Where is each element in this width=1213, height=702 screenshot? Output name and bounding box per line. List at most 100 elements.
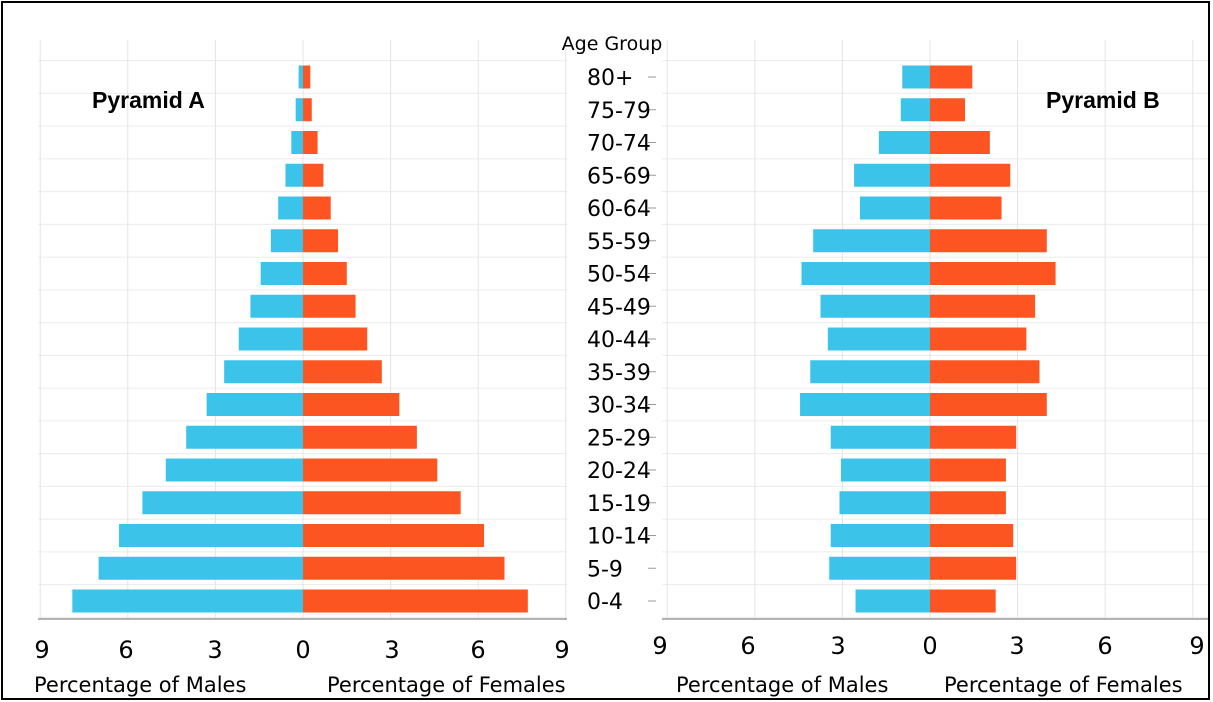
x-tick-label-a-6: 9	[554, 636, 569, 664]
x-tick-label-a-1: 6	[118, 636, 133, 664]
bar-b-male-55-59	[813, 229, 930, 253]
bar-b-female-75-79	[930, 98, 966, 122]
x-tick-label-a-0: 9	[34, 636, 49, 664]
x-tick-label-b-6: 9	[1189, 632, 1204, 660]
bar-a-male-70-74	[291, 131, 303, 154]
age-label-40-44: 40-44	[587, 328, 651, 353]
bar-b-female-35-39	[930, 360, 1040, 384]
x-tick-label-a-4: 3	[384, 636, 399, 664]
bar-a-male-0-4	[72, 589, 303, 613]
bar-b-female-40-44	[930, 327, 1027, 351]
pyramid-a-title: Pyramid A	[92, 87, 205, 113]
bar-a-male-65-69	[285, 163, 303, 187]
bar-a-female-20-24	[303, 458, 438, 482]
bar-b-female-0-4	[930, 589, 996, 613]
bar-b-female-55-59	[930, 229, 1047, 253]
bar-b-male-45-49	[820, 294, 930, 318]
x-tick-label-a-5: 6	[470, 636, 485, 664]
bar-b-male-35-39	[810, 360, 930, 384]
age-label-10-14: 10-14	[587, 525, 651, 550]
bar-a-male-75-79	[295, 98, 303, 122]
age-label-65-69: 65-69	[587, 164, 651, 189]
bar-a-female-75-79	[303, 98, 312, 122]
bars-layer	[72, 65, 1056, 613]
bar-a-female-80+	[303, 65, 311, 89]
bar-a-female-15-19	[303, 491, 461, 515]
bar-b-female-80+	[930, 65, 973, 89]
pyramid-b-title: Pyramid B	[1046, 87, 1160, 113]
bar-b-female-50-54	[930, 262, 1056, 285]
x-tick-label-a-3: 0	[295, 636, 310, 664]
bar-a-female-10-14	[303, 524, 485, 547]
bar-a-female-70-74	[303, 131, 318, 154]
age-label-60-64: 60-64	[587, 197, 651, 222]
bar-b-female-70-74	[930, 131, 990, 154]
bar-a-male-20-24	[165, 458, 303, 482]
bar-b-female-45-49	[930, 294, 1036, 318]
bar-a-male-5-9	[98, 556, 303, 580]
bar-a-male-15-19	[142, 491, 303, 515]
bar-a-female-25-29	[303, 425, 417, 449]
age-label-15-19: 15-19	[587, 492, 651, 517]
bar-a-female-50-54	[303, 262, 347, 285]
bar-b-male-60-64	[859, 196, 930, 220]
bar-a-male-30-34	[206, 393, 303, 416]
age-label-35-39: 35-39	[587, 361, 651, 386]
grid-layer	[38, 40, 1208, 619]
x-tick-label-b-4: 3	[1009, 632, 1024, 660]
age-label-30-34: 30-34	[587, 394, 651, 419]
bar-a-male-45-49	[250, 294, 303, 318]
bar-a-male-50-54	[260, 262, 303, 285]
age-label-5-9: 5-9	[587, 557, 623, 582]
bar-a-female-0-4	[303, 589, 528, 613]
bar-b-female-30-34	[930, 393, 1047, 416]
bar-a-female-55-59	[303, 229, 339, 253]
x-tick-label-b-3: 0	[922, 632, 937, 660]
bar-a-male-25-29	[186, 425, 303, 449]
x-tick-label-b-0: 9	[652, 632, 667, 660]
bar-b-female-20-24	[930, 458, 1006, 482]
age-label-0-4: 0-4	[587, 590, 623, 615]
bar-a-female-35-39	[303, 360, 382, 384]
bar-a-female-30-34	[303, 393, 400, 416]
bar-b-male-30-34	[800, 393, 930, 416]
bar-b-female-60-64	[930, 196, 1002, 220]
bar-a-male-80+	[298, 65, 303, 89]
axes-layer	[38, 76, 1208, 620]
labels-layer: Pyramid A Pyramid B Age Group Percentage…	[34, 33, 1205, 697]
bar-a-male-55-59	[270, 229, 303, 253]
bar-a-male-60-64	[278, 196, 303, 220]
bar-b-male-25-29	[830, 425, 930, 449]
age-label-20-24: 20-24	[587, 459, 651, 484]
age-label-50-54: 50-54	[587, 263, 651, 288]
bar-b-male-0-4	[855, 589, 930, 613]
age-label-80+: 80+	[587, 66, 633, 91]
bar-b-female-65-69	[930, 163, 1011, 187]
bar-b-female-15-19	[930, 491, 1006, 515]
bar-b-female-10-14	[930, 524, 1014, 547]
bar-b-male-70-74	[878, 131, 930, 154]
bar-b-male-75-79	[900, 98, 930, 122]
pyramid-a-xlabel-females: Percentage of Females	[327, 673, 566, 697]
bar-a-female-5-9	[303, 556, 505, 580]
pyramid-b-xlabel-females: Percentage of Females	[944, 673, 1183, 697]
age-label-70-74: 70-74	[587, 132, 651, 157]
bar-b-male-80+	[902, 65, 930, 89]
bar-b-female-5-9	[930, 556, 1017, 580]
bar-a-male-35-39	[224, 360, 303, 384]
pyramid-b-xlabel-males: Percentage of Males	[676, 673, 888, 697]
x-tick-label-a-2: 3	[207, 636, 222, 664]
age-group-header: Age Group	[562, 33, 663, 55]
bar-b-male-20-24	[840, 458, 930, 482]
bar-b-male-15-19	[839, 491, 930, 515]
bar-b-female-25-29	[930, 425, 1017, 449]
bar-b-male-50-54	[801, 262, 930, 285]
age-label-45-49: 45-49	[587, 295, 651, 320]
bar-b-male-5-9	[829, 556, 930, 580]
bar-a-male-10-14	[119, 524, 303, 547]
bar-b-male-40-44	[827, 327, 930, 351]
bar-a-male-40-44	[238, 327, 303, 351]
bar-a-female-60-64	[303, 196, 331, 220]
x-tick-label-b-2: 3	[830, 632, 845, 660]
